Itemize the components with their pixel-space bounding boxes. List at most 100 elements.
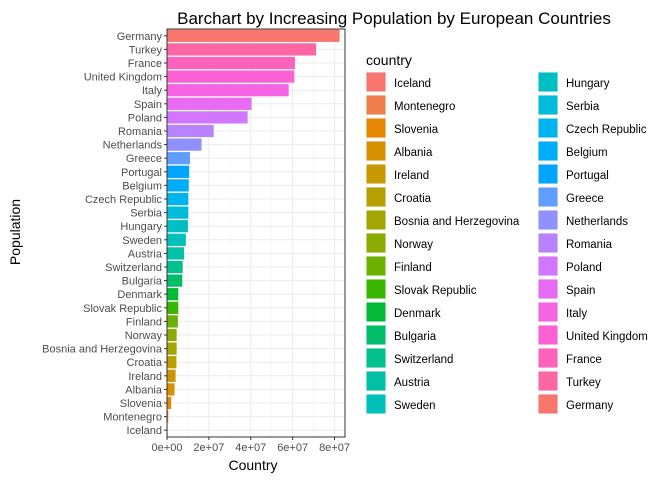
legend-swatch	[538, 141, 558, 161]
legend-swatch	[366, 141, 386, 161]
y-tick-label: Montenegro	[103, 412, 162, 424]
legend-swatch	[538, 233, 558, 253]
bar-denmark	[167, 288, 179, 301]
y-tick-label: Iceland	[127, 425, 162, 437]
y-tick-label: Greece	[126, 153, 162, 165]
legend-label: Ireland	[394, 170, 429, 182]
legend-swatch	[538, 256, 558, 276]
x-tick-label: 4e+07	[235, 442, 266, 454]
legend-swatch	[366, 394, 386, 414]
legend-label: Romania	[566, 239, 613, 251]
bar-switzerland	[167, 260, 183, 274]
bar-ireland	[167, 369, 176, 382]
legend-swatch	[366, 118, 386, 138]
legend-label: Switzerland	[394, 354, 453, 366]
bar-czech-republic	[167, 192, 189, 206]
y-tick-label: Finland	[126, 316, 162, 328]
y-tick-label: Denmark	[117, 289, 162, 301]
bar-germany	[167, 29, 340, 42]
legend: country Iceland Montenegro Slovenia Albania…	[366, 52, 648, 414]
legend-swatch	[538, 210, 558, 230]
bar-bulgaria	[167, 274, 183, 287]
legend-label: Croatia	[394, 193, 432, 205]
legend-swatch	[366, 371, 386, 391]
legend-label: Turkey	[566, 377, 601, 389]
y-tick-label: Austria	[128, 248, 163, 260]
legend-label: Italy	[566, 308, 587, 320]
y-tick-label: Netherlands	[103, 140, 163, 152]
legend-swatch	[366, 233, 386, 253]
legend-label: Slovenia	[394, 124, 439, 136]
bar-sweden	[167, 233, 186, 246]
legend-swatch	[366, 325, 386, 345]
y-tick-label: France	[128, 58, 162, 70]
y-tick-label: Belgium	[122, 180, 162, 192]
y-tick-label: Slovak Republic	[83, 303, 162, 315]
legend-swatch	[366, 164, 386, 184]
legend-swatch	[538, 95, 558, 115]
legend-label: Bulgaria	[394, 331, 437, 343]
x-tick-label: 2e+07	[193, 442, 224, 454]
legend-label: Greece	[566, 193, 604, 205]
legend-label: United Kingdom	[566, 331, 648, 343]
x-tick-label: 8e+07	[319, 442, 350, 454]
legend-label: Bosnia and Herzegovina	[394, 216, 520, 228]
legend-swatch	[538, 187, 558, 207]
legend-title: country	[366, 52, 412, 68]
bar-portugal	[167, 165, 190, 178]
legend-label: Norway	[394, 239, 433, 251]
legend-label: Germany	[566, 400, 614, 412]
legend-swatch	[538, 279, 558, 299]
legend-label: Denmark	[394, 308, 441, 320]
bar-belgium	[167, 179, 189, 192]
legend-label: Albania	[394, 147, 433, 159]
y-tick-label: Turkey	[129, 44, 163, 56]
bar-albania	[167, 383, 175, 396]
legend-label: Spain	[566, 285, 595, 297]
bar-serbia	[167, 206, 189, 219]
plot-panel	[167, 29, 345, 437]
legend-label: France	[566, 354, 602, 366]
legend-label: Austria	[394, 377, 430, 389]
bar-france	[167, 56, 295, 70]
legend-label: Iceland	[394, 78, 431, 90]
y-axis-title: Population	[7, 199, 23, 265]
legend-swatch	[538, 325, 558, 345]
x-axis-title: Country	[228, 457, 277, 473]
legend-label: Finland	[394, 262, 432, 274]
bar-hungary	[167, 220, 188, 233]
y-tick-label: Czech Republic	[85, 194, 163, 206]
y-tick-label: Poland	[128, 112, 162, 124]
bar-austria	[167, 247, 185, 260]
bar-slovenia	[167, 396, 172, 410]
y-tick-label: Romania	[118, 126, 163, 138]
bar-turkey	[167, 43, 317, 56]
legend-swatch	[366, 302, 386, 322]
legend-label: Slovak Republic	[394, 285, 477, 297]
bar-croatia	[167, 356, 177, 369]
y-tick-label: Switzerland	[105, 262, 162, 274]
legend-swatch	[366, 256, 386, 276]
y-tick-label: Spain	[134, 99, 162, 111]
y-tick-label: Croatia	[127, 357, 163, 369]
bar-italy	[167, 84, 289, 97]
legend-swatch	[366, 210, 386, 230]
x-tick-label: 0e+00	[152, 442, 183, 454]
legend-label: Montenegro	[394, 101, 455, 113]
y-tick-label: Bulgaria	[122, 276, 163, 288]
y-tick-label: Serbia	[130, 208, 163, 220]
legend-label: Poland	[566, 262, 602, 274]
chart-title: Barchart by Increasing Population by Eur…	[177, 9, 611, 28]
legend-label: Netherlands	[566, 216, 628, 228]
bar-netherlands	[167, 138, 202, 151]
x-tick-label: 6e+07	[277, 442, 308, 454]
legend-swatch	[538, 302, 558, 322]
bar-norway	[167, 328, 177, 342]
y-tick-label: Bosnia and Herzegovina	[42, 344, 163, 356]
legend-label: Sweden	[394, 400, 436, 412]
legend-swatch	[538, 394, 558, 414]
y-tick-label: United Kingdom	[84, 72, 162, 84]
bar-romania	[167, 124, 214, 138]
legend-swatch	[366, 95, 386, 115]
legend-label: Portugal	[566, 170, 609, 182]
